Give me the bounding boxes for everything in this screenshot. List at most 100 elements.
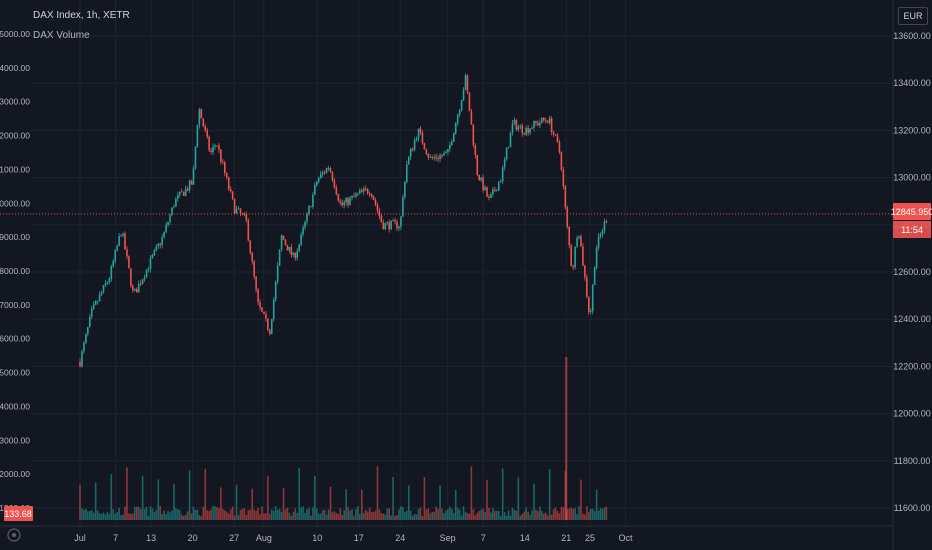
candle-body: [529, 128, 531, 133]
volume-bar: [406, 510, 408, 520]
candle-body: [224, 162, 226, 174]
volume-bar: [186, 511, 189, 520]
candle-body: [496, 190, 498, 192]
volume-bar: [441, 508, 443, 520]
candle-body: [208, 136, 210, 151]
volume-bar: [456, 507, 459, 520]
volume-bar: [272, 510, 275, 520]
candle-body: [143, 277, 146, 280]
volume-bar: [560, 506, 563, 520]
volume-bar: [317, 513, 320, 520]
candle-body: [310, 206, 312, 208]
volume-bar: [106, 511, 109, 520]
candle-body: [599, 234, 602, 237]
candle-body: [218, 145, 220, 150]
volume-bar: [284, 509, 287, 520]
candle-body: [214, 145, 216, 147]
price-scale[interactable]: 11600.00 11800.00 12000.00 12200.00 12400.00…: [892, 0, 931, 550]
candle-body: [431, 156, 434, 158]
symbol-title[interactable]: DAX Index, 1h, XETR: [33, 10, 130, 21]
volume-bar: [593, 511, 596, 520]
candle-body: [251, 252, 254, 262]
chart-settings-icon[interactable]: [7, 528, 21, 542]
volume-bar: [163, 510, 165, 520]
candle-body: [206, 130, 208, 137]
volume-bar: [603, 507, 606, 520]
volume-bar: [274, 506, 277, 520]
candle-body: [180, 191, 183, 193]
volume-bar: [552, 509, 555, 520]
candle-body: [92, 304, 95, 309]
candle-body: [445, 152, 447, 154]
candle-body: [351, 195, 353, 198]
volume-bar: [605, 506, 608, 520]
volume-bar: [562, 507, 565, 520]
candle-body: [163, 231, 165, 238]
volume-bar: [323, 509, 326, 520]
volume-bar: [280, 512, 283, 520]
volume-bar: [421, 515, 424, 520]
volume-bar: [110, 474, 113, 520]
candle-body: [314, 185, 316, 195]
price-tick-label: 13200.00: [893, 125, 931, 135]
candle-body: [406, 164, 408, 182]
time-scale[interactable]: Jul 7 13 20 27 Aug 10 17 24 Sep 7 14 21 25 Oct: [0, 525, 893, 543]
candle-body: [321, 172, 324, 174]
candle-body: [104, 283, 107, 286]
volume-bar: [388, 508, 390, 520]
volume-bar: [300, 507, 302, 520]
volume-tick-label: 12000.00: [0, 131, 30, 141]
candle-body: [333, 180, 336, 188]
volume-bar: [139, 509, 142, 520]
volume-bar: [98, 513, 101, 520]
candle-body: [139, 283, 142, 285]
volume-scale: 1000.002000.003000.004000.005000.006000.…: [0, 29, 30, 513]
candle-body: [153, 250, 156, 256]
candle-body: [535, 120, 537, 123]
candle-body: [443, 153, 445, 156]
volume-bar: [496, 510, 498, 520]
volume-bar: [169, 512, 171, 520]
candle-body: [126, 249, 128, 257]
candle-body: [253, 261, 255, 277]
candle-body: [85, 334, 87, 343]
volume-bar: [413, 513, 416, 520]
candle-body: [550, 118, 553, 133]
candle-body: [204, 126, 207, 131]
volume-tick-label: 5000.00: [0, 368, 30, 378]
volume-bar: [452, 512, 455, 520]
volume-bar: [145, 506, 148, 520]
volume-indicator-title[interactable]: DAX Volume: [33, 30, 90, 41]
volume-bar: [161, 514, 163, 520]
candle-body: [329, 168, 332, 172]
volume-bar: [386, 508, 389, 520]
volume-bar: [374, 510, 377, 520]
candle-body: [272, 299, 275, 320]
volume-bar: [570, 507, 572, 520]
candle-body: [464, 75, 467, 90]
volume-bar: [589, 508, 592, 520]
candle-body: [466, 75, 469, 93]
candle-body: [112, 261, 115, 267]
candle-body: [576, 238, 578, 247]
volume-bar: [370, 511, 373, 520]
candle-body: [339, 200, 342, 203]
volume-bar: [220, 487, 222, 520]
volume-bar: [182, 515, 185, 520]
candle-body: [593, 267, 596, 286]
candle-body: [601, 231, 604, 235]
volume-bar: [128, 513, 130, 520]
volume-tick-label: 7000.00: [0, 300, 30, 310]
candle-body: [394, 220, 396, 222]
candle-body: [492, 189, 494, 195]
volume-bar: [296, 512, 299, 520]
volume-bar: [542, 513, 545, 520]
currency-button[interactable]: EUR: [898, 7, 928, 25]
candle-body: [235, 208, 238, 214]
volume-bar: [308, 507, 310, 520]
candle-body: [267, 318, 269, 330]
candle-body: [212, 146, 214, 153]
candle-body: [83, 342, 85, 352]
volume-bar: [394, 515, 396, 520]
